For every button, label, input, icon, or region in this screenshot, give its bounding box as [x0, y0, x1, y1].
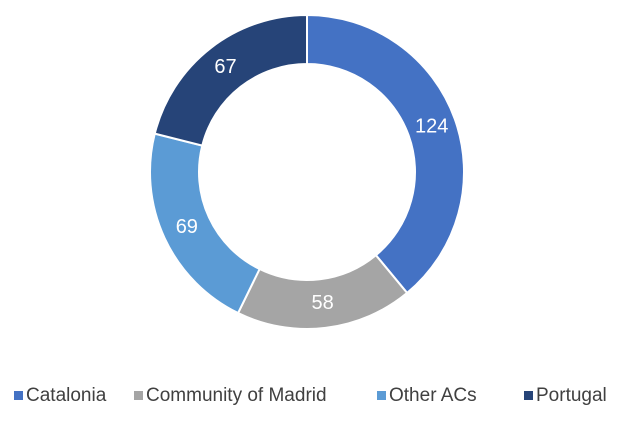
legend-marker — [524, 391, 533, 400]
legend-label: Portugal — [536, 385, 607, 406]
donut-slice — [149, 132, 261, 315]
legend-marker — [377, 391, 386, 400]
legend-label: Catalonia — [26, 385, 107, 406]
data-label: 58 — [312, 292, 334, 314]
donut-slice — [153, 13, 308, 147]
legend-label: Community of Madrid — [146, 385, 327, 406]
data-label: 67 — [214, 56, 236, 78]
legend-marker — [134, 391, 143, 400]
legend-marker — [14, 391, 23, 400]
data-label: 124 — [415, 115, 448, 137]
data-label: 69 — [176, 216, 198, 238]
donut-slice — [306, 13, 465, 295]
legend-label: Other ACs — [389, 385, 477, 406]
